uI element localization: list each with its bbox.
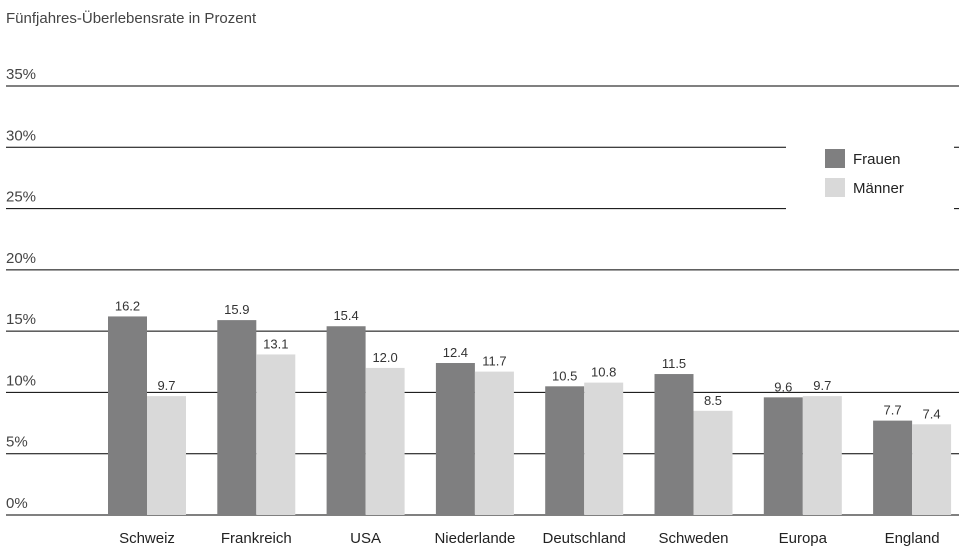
x-category-label: Europa	[779, 530, 828, 547]
legend-label: Männer	[853, 180, 904, 197]
y-tick-label: 15%	[6, 311, 36, 328]
x-axis-labels: Schweiz Frankreich USA Niederlande Deutschla…	[119, 530, 940, 547]
y-tick-label: 10%	[6, 372, 36, 389]
bar-maenner	[584, 383, 623, 515]
bar-value-label: 12.0	[372, 350, 397, 365]
bar-maenner	[256, 354, 295, 515]
bar-frauen	[108, 316, 147, 515]
bar-maenner	[912, 424, 951, 515]
bar-frauen	[436, 363, 475, 515]
bar-frauen	[217, 320, 256, 515]
bar-maenner	[366, 368, 405, 515]
bar-value-label: 13.1	[263, 336, 288, 351]
bar-maenner	[147, 396, 186, 515]
x-category-label: Niederlande	[434, 530, 515, 547]
bar-value-label: 10.8	[591, 365, 616, 380]
x-category-label: England	[885, 530, 940, 547]
legend-swatch	[825, 178, 845, 197]
bar-frauen	[327, 326, 366, 515]
y-tick-label: 20%	[6, 250, 36, 267]
y-axis-ticks: 35% 30% 25% 20% 15% 10% 5% 0%	[6, 66, 36, 512]
bar-value-label: 16.2	[115, 298, 140, 313]
bar-maenner	[694, 411, 733, 515]
bar-value-label: 9.7	[157, 378, 175, 393]
bar-value-label: 9.6	[774, 379, 792, 394]
x-category-label: USA	[350, 530, 381, 547]
x-category-label: Schweiz	[119, 530, 175, 547]
x-category-label: Deutschland	[543, 530, 626, 547]
bar-frauen	[764, 397, 803, 515]
bar-maenner	[803, 396, 842, 515]
bar-value-label: 12.4	[443, 345, 468, 360]
legend-label: Frauen	[853, 151, 901, 168]
bar-value-label: 10.5	[552, 368, 577, 383]
bar-value-label: 7.7	[884, 403, 902, 418]
bar-value-label: 15.4	[333, 308, 358, 323]
bar-value-label: 15.9	[224, 302, 249, 317]
bar-frauen	[545, 386, 584, 515]
y-tick-label: 35%	[6, 66, 36, 83]
y-tick-label: 0%	[6, 495, 28, 512]
bar-frauen	[655, 374, 694, 515]
bar-maenner	[475, 372, 514, 515]
x-category-label: Schweden	[658, 530, 728, 547]
bar-value-label: 11.7	[482, 354, 506, 369]
legend-swatch	[825, 149, 845, 168]
bar-value-label: 7.4	[923, 406, 941, 421]
bars	[108, 316, 951, 515]
bar-value-label: 9.7	[813, 378, 831, 393]
bar-value-label: 8.5	[704, 393, 722, 408]
chart-title: Fünfjahres-Überlebensrate in Prozent	[6, 9, 257, 27]
bar-value-label: 11.5	[662, 356, 686, 371]
bar-frauen	[873, 421, 912, 515]
y-tick-label: 25%	[6, 189, 36, 206]
y-tick-label: 30%	[6, 127, 36, 144]
y-tick-label: 5%	[6, 434, 28, 451]
x-category-label: Frankreich	[221, 530, 292, 547]
legend-background	[786, 138, 954, 214]
